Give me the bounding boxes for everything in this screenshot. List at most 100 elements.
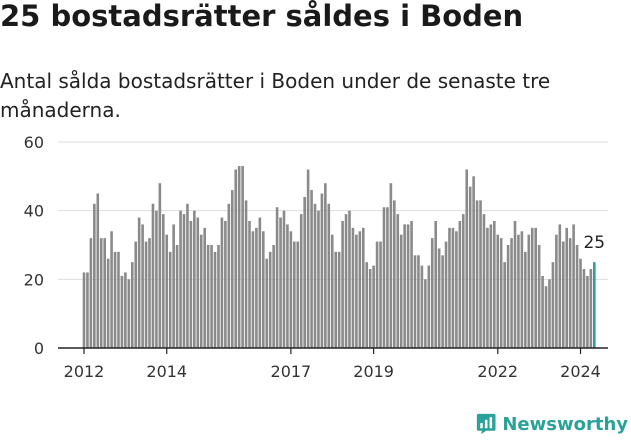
- bar: [575, 245, 579, 348]
- bar: [99, 238, 103, 348]
- bar: [227, 203, 231, 348]
- y-tick-label: 20: [24, 270, 44, 289]
- bar-highlight: [593, 262, 596, 348]
- bar: [327, 203, 331, 348]
- bar: [472, 176, 475, 348]
- bar: [589, 269, 593, 348]
- bar: [375, 241, 379, 348]
- x-tick-label: 2017: [271, 362, 312, 381]
- bar: [206, 245, 210, 348]
- x-axis: [58, 347, 608, 354]
- bar: [451, 227, 455, 348]
- bar: [444, 241, 448, 348]
- bar: [251, 231, 255, 348]
- bar: [196, 217, 200, 348]
- newsworthy-logo-icon: [476, 413, 496, 435]
- bar: [217, 245, 220, 348]
- bar: [234, 169, 238, 348]
- bar: [265, 258, 269, 348]
- bar: [275, 207, 279, 348]
- bar: [513, 220, 517, 348]
- bar: [272, 245, 275, 348]
- bar: [561, 241, 565, 348]
- bar: [127, 279, 131, 348]
- bar: [524, 251, 527, 348]
- bar: [144, 241, 148, 348]
- bar: [141, 224, 144, 348]
- bar: [496, 234, 500, 348]
- bar: [558, 224, 562, 348]
- bar: [186, 203, 189, 348]
- bar: [544, 286, 548, 348]
- bar: [103, 238, 106, 348]
- bar: [137, 217, 141, 348]
- bar: [334, 251, 338, 348]
- bar: [361, 227, 365, 348]
- bar: [534, 227, 537, 348]
- bar: [293, 241, 296, 348]
- bar: [289, 231, 293, 348]
- bar: [124, 272, 127, 348]
- bar: [344, 214, 348, 348]
- bar: [355, 234, 358, 348]
- bar: [162, 214, 165, 348]
- bar: [172, 224, 175, 348]
- bar: [586, 275, 589, 348]
- bar: [386, 207, 389, 348]
- bar: [96, 193, 100, 348]
- bar: [203, 227, 206, 348]
- bar: [489, 224, 493, 348]
- page-title: 25 bostadsrätter såldes i Boden: [0, 0, 524, 33]
- bar: [455, 231, 458, 348]
- bar: [568, 238, 572, 348]
- newsworthy-logo[interactable]: Newsworthy: [476, 408, 628, 440]
- bar: [93, 203, 96, 348]
- brand-name: Newsworthy: [502, 413, 628, 435]
- highlight-value-label: 25: [583, 233, 605, 253]
- bar: [458, 220, 462, 348]
- bar: [189, 220, 193, 348]
- bar: [548, 279, 551, 348]
- bar: [199, 234, 203, 348]
- bar: [82, 272, 86, 348]
- bar: [486, 227, 489, 348]
- bar: [282, 210, 286, 348]
- bar: [113, 251, 117, 348]
- bar: [130, 262, 134, 348]
- bar: [258, 217, 262, 348]
- bar: [468, 186, 472, 348]
- bar: [106, 258, 110, 348]
- y-tick-label: 0: [34, 339, 44, 358]
- bar: [148, 238, 151, 348]
- bar: [175, 245, 179, 348]
- bar: [424, 279, 427, 348]
- bar: [348, 210, 351, 348]
- bar: [286, 224, 289, 348]
- bar: [475, 200, 479, 348]
- bar: [358, 231, 362, 348]
- bar: [510, 238, 513, 348]
- bar: [155, 210, 158, 348]
- bar: [268, 251, 272, 348]
- bar: [527, 234, 531, 348]
- bar: [296, 241, 300, 348]
- x-tick-label: 2019: [353, 362, 394, 381]
- bar: [306, 169, 310, 348]
- bar: [320, 193, 324, 348]
- bar: [330, 234, 334, 348]
- bar: [337, 251, 341, 348]
- x-tick-label: 2022: [477, 362, 518, 381]
- bar: [341, 220, 344, 348]
- bar: [110, 231, 113, 348]
- bar: [120, 275, 124, 348]
- bar: [520, 231, 524, 348]
- bar: [351, 227, 355, 348]
- bar: [279, 217, 282, 348]
- bar: [551, 262, 555, 348]
- y-tick-label: 60: [24, 133, 44, 152]
- bar: [461, 214, 465, 348]
- chart-subtitle: Antal sålda bostadsrätter i Boden under …: [0, 69, 551, 122]
- labels: 0 20 40 60 2012 2014 2017 2019 2022 2024 25: [24, 133, 605, 381]
- bar: [117, 251, 120, 348]
- bar: [565, 227, 569, 348]
